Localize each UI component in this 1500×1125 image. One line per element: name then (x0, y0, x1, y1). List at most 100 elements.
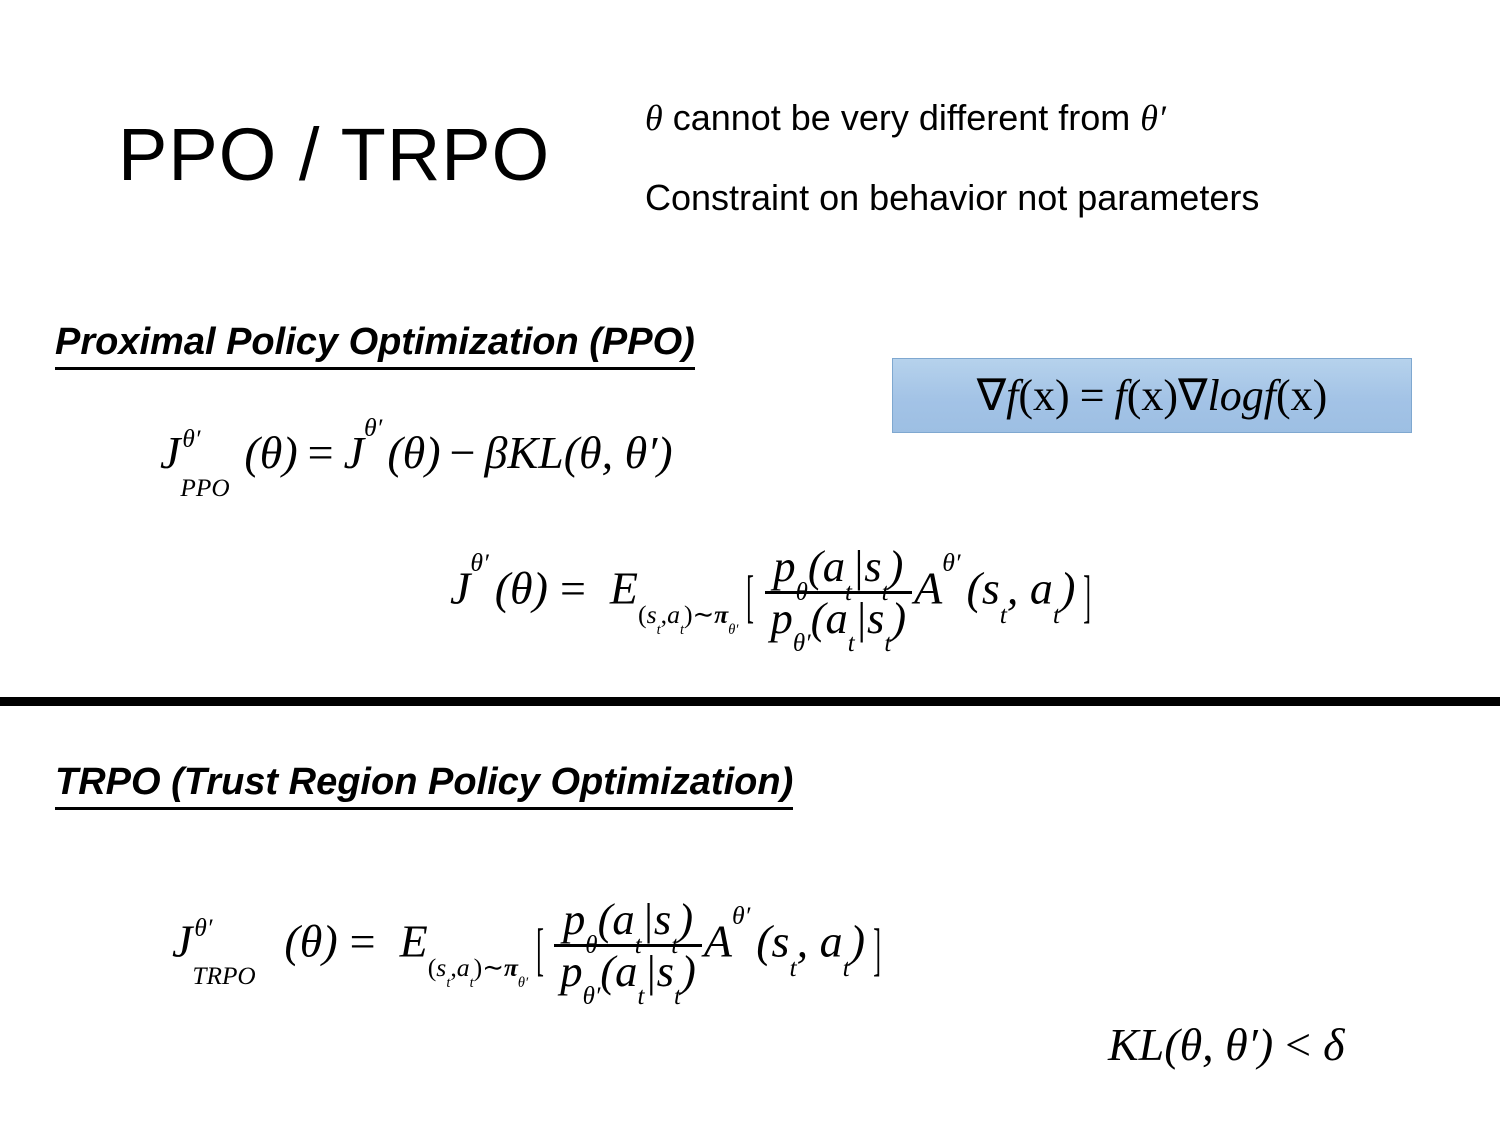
formula-gradient-log-identity: ∇f(x) = f(x)∇logf(x) (976, 370, 1328, 420)
section-divider (0, 697, 1500, 706)
equals-sign: = (349, 915, 376, 967)
fraction-denominator: pθ′(at|st) (554, 943, 702, 1009)
time-index-t: t (446, 974, 451, 991)
comma: , (660, 599, 668, 629)
header-notes: θ cannot be very different from θ′ Const… (645, 100, 1445, 216)
paren-close: ) (849, 915, 866, 967)
subscript-theta-prime: θ′ (792, 630, 811, 658)
time-index-t: t (637, 983, 645, 1011)
superscript-theta-prime: θ′ (194, 913, 213, 942)
policy-subscript-theta-prime: θ′ (728, 621, 739, 638)
time-index-t: t (999, 599, 1007, 629)
symbol-J: J (160, 427, 181, 478)
equals-sign: = (559, 562, 586, 614)
kl-arguments: (θ, θ′) (563, 427, 673, 478)
subscript-theta: θ (795, 578, 808, 606)
kl-arguments: (θ, θ′) (1164, 1019, 1274, 1070)
bracket-close-icon: ] (873, 917, 881, 981)
importance-ratio-fraction: pθ(at|st) pθ′(at|st) (764, 541, 913, 656)
expectation-subscript: (st,at)∼πθ′ (427, 952, 528, 990)
argument-theta: (θ) (284, 915, 338, 967)
expectation-subscript: (st,at)∼πθ′ (638, 599, 738, 637)
given-state: |s (641, 894, 672, 945)
minus-sign: − (449, 427, 476, 478)
symbol-J: J (450, 562, 471, 614)
argument-theta-2: (θ) (387, 427, 441, 478)
subscript-trpo: TRPO (192, 962, 256, 991)
argument-theta: (θ) (244, 427, 298, 478)
paren-close: ) (891, 592, 907, 643)
given-state: |s (854, 592, 885, 643)
action-arg: (a (810, 592, 848, 643)
section-heading-ppo: Proximal Policy Optimization (PPO) (55, 321, 695, 371)
time-index-t-2: t (679, 621, 684, 638)
log-f: logf (1207, 370, 1276, 420)
paren-open: ( (638, 599, 647, 629)
advantage-arg-open: (s (756, 915, 790, 967)
time-index-t-2: t (469, 974, 474, 991)
paren-close: ) (683, 599, 693, 629)
distributed-as-tilde: ∼ (692, 599, 715, 629)
action-arg: (a (597, 894, 635, 945)
time-index-t-2: t (842, 952, 850, 982)
equals-sign: = (307, 427, 334, 478)
prob-p-old: p (560, 945, 583, 996)
time-index-t-2: t (884, 630, 892, 658)
paren-open: ( (427, 952, 437, 982)
action-a: a (456, 952, 470, 982)
time-index-t: t (789, 952, 797, 982)
policy-subscript-theta-prime: θ′ (517, 974, 529, 991)
formula-trpo-kl-constraint: KL(θ, θ′) < δ (1108, 1022, 1345, 1068)
header-note-constraint: Constraint on behavior not parameters (645, 177, 1260, 218)
action-a: a (667, 599, 680, 629)
symbol-expectation: E (609, 562, 639, 614)
action-arg: (a (807, 541, 846, 592)
time-index-t: t (634, 931, 642, 959)
state-s: s (436, 952, 447, 982)
subscript-ppo: PPO (180, 473, 230, 502)
formula-ppo-expectation: Jθ′ (θ) = E(st,at)∼πθ′[pθ(at|st) pθ′(at|st) A… (450, 541, 1100, 656)
paren-close: ) (473, 952, 483, 982)
importance-ratio-fraction: pθ(at|st) pθ′(at|st) (554, 894, 702, 1009)
time-index-t-2: t (674, 983, 681, 1011)
given-state: |s (851, 541, 882, 592)
bracket-close-icon: ] (1083, 564, 1092, 628)
given-state: |s (644, 945, 675, 996)
symbol-expectation: E (399, 915, 428, 967)
subscript-theta-prime: θ′ (582, 983, 601, 1011)
paren-close: ) (888, 541, 904, 592)
paren-close: ) (680, 945, 696, 996)
equals-sign: = (1079, 370, 1105, 420)
paren-close: ) (1060, 562, 1076, 614)
advantage-superscript: θ′ (731, 901, 751, 931)
argument-x-3: (x) (1275, 370, 1328, 420)
symbol-beta: β (484, 427, 508, 478)
symbol-KL: KL (507, 427, 564, 478)
fraction-denominator: pθ′(at|st) (764, 590, 913, 656)
time-index-t: t (847, 630, 855, 658)
time-index-t: t (845, 578, 852, 606)
policy-pi: π (714, 599, 729, 629)
subscript-theta: θ (585, 931, 598, 959)
page-title: PPO / TRPO (118, 113, 551, 196)
less-than-sign: < (1285, 1019, 1312, 1070)
bracket-open-icon: [ (536, 917, 545, 981)
nabla-icon: ∇ (976, 370, 1007, 420)
policy-pi: π (503, 952, 518, 982)
function-f: f (1006, 370, 1019, 420)
argument-x: (x) (1018, 370, 1070, 420)
state-s: s (646, 599, 657, 629)
prob-p-old: p (770, 592, 793, 643)
argument-theta: (θ) (494, 562, 548, 614)
comma: , (450, 952, 457, 982)
fraction-numerator: pθ(at|st) (554, 894, 702, 958)
symbol-delta: δ (1323, 1019, 1345, 1070)
superscript-theta-prime: θ′ (182, 425, 201, 454)
advantage-A: A (914, 562, 943, 614)
time-index-t-2: t (881, 578, 889, 606)
bracket-open-icon: [ (746, 564, 755, 628)
time-index-t-2: t (671, 931, 679, 959)
